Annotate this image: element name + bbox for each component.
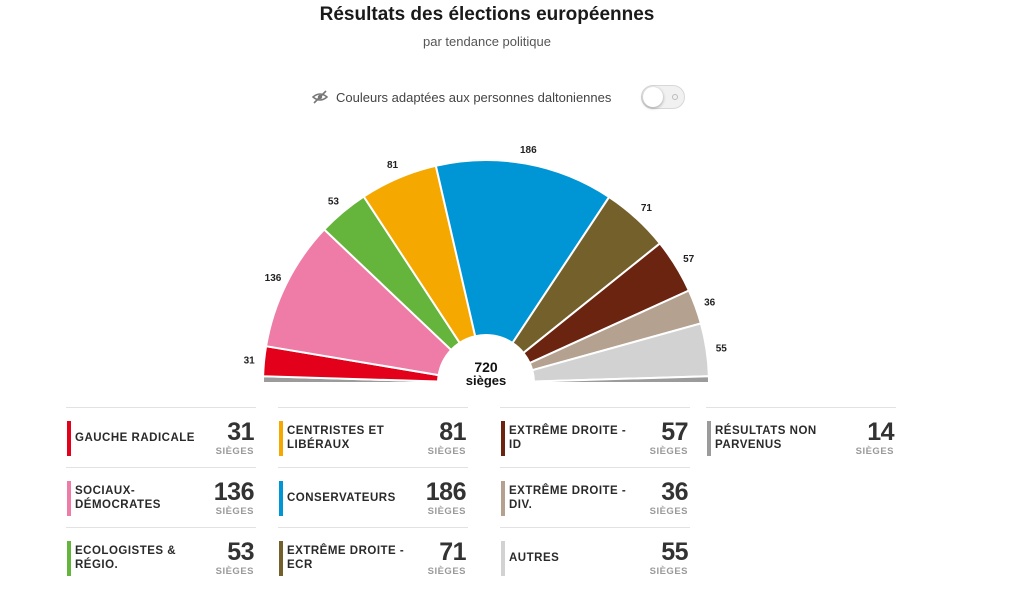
total-seats-unit: sièges: [465, 373, 507, 388]
legend-item-name: Gauche radicale: [75, 432, 195, 444]
slice-sociaux-democrates-2[interactable]: [264, 228, 453, 377]
eye-slash-icon: [311, 89, 329, 105]
legend-item-seats: 36: [661, 478, 688, 506]
legend-item-seats: 31: [227, 418, 254, 446]
slice-label-extreme-droite-div: 36: [704, 298, 716, 309]
legend-item-extreme-droite-id: Extrême droite - ID 57 sièges: [500, 407, 690, 467]
legend-item-seats: 55: [661, 538, 688, 566]
legend-item-seats: 186: [425, 478, 467, 506]
slice-label-conservateurs: 186: [520, 145, 537, 156]
legend-color-swatch: [279, 541, 283, 576]
hemicycle-chart: 31 136 53 81 186 71 57 36 55: [244, 145, 728, 384]
legend-item-gauche-radicale: Gauche radicale 31 sièges: [66, 407, 256, 467]
legend-item-seats: 81: [439, 418, 466, 446]
total-seats-value: 720: [474, 359, 498, 375]
slice-label-gauche-radicale: 31: [244, 356, 256, 367]
slice-label-extreme-droite-id: 57: [683, 254, 695, 265]
legend-color-swatch: [67, 421, 71, 456]
legend-item-unit: sièges: [427, 446, 466, 457]
legend-item-name: Résultats non parvenus: [715, 425, 817, 451]
legend-color-swatch: [501, 481, 505, 516]
legend-item-resultats-non-parvenus: Résultats non parvenus 14 sièges: [706, 407, 896, 467]
slice-label-sociaux-democrates: 136: [265, 273, 282, 284]
legend-item-name: Sociaux-démocrates: [75, 485, 161, 511]
legend-item-name: Ecologistes & régio.: [75, 545, 177, 571]
legend-item-extreme-droite-div: Extrême droite - div. 36 sièges: [500, 467, 690, 527]
legend-item-seats: 71: [439, 538, 466, 566]
legend-item-extreme-droite-ecr: Extrême droite - ECR 71 sièges: [278, 527, 468, 587]
page-title: Résultats des élections européennes: [319, 4, 655, 25]
legend-color-swatch: [67, 481, 71, 516]
legend-item-unit: sièges: [649, 446, 688, 457]
legend-item-autres: Autres 55 sièges: [500, 527, 690, 587]
legend-item-name: Centristes et libéraux: [287, 425, 385, 451]
legend-item-seats: 57: [661, 418, 688, 446]
legend-item-unit: sièges: [215, 446, 254, 457]
legend-item-unit: sièges: [649, 566, 688, 577]
legend-item-unit: sièges: [427, 566, 466, 577]
legend-item-name: Extrême droite - ID: [509, 425, 627, 451]
legend-item-seats: 136: [213, 478, 255, 506]
slice-resultats-non-parvenus-10[interactable]: [532, 375, 711, 384]
colorblind-option: Couleurs adaptées aux personnes daltonie…: [311, 84, 686, 110]
legend-item-seats: 14: [867, 418, 894, 446]
legend-item-name: Extrême droite - ECR: [287, 545, 405, 571]
slice-conservateurs-5[interactable]: [434, 159, 611, 345]
legend-item-centristes-et-liberaux: Centristes et libéraux 81 sièges: [278, 407, 468, 467]
legend-color-swatch: [501, 541, 505, 576]
toggle-off-indicator: [672, 94, 679, 100]
colorblind-toggle[interactable]: [641, 85, 686, 109]
legend-color-swatch: [279, 481, 283, 516]
legend-item-unit: sièges: [215, 566, 254, 577]
legend-color-swatch: [279, 421, 283, 456]
toggle-knob: [643, 87, 664, 107]
slice-label-extreme-droite-ecr: 71: [641, 203, 653, 214]
legend-item-unit: sièges: [215, 506, 254, 517]
legend-item-unit: sièges: [855, 446, 894, 457]
legend-item-ecologistes-regio: Ecologistes & régio. 53 sièges: [66, 527, 256, 587]
legend-item-sociaux-democrates: Sociaux-démocrates 136 sièges: [66, 467, 256, 527]
legend-item-seats: 53: [227, 538, 254, 566]
legend: Gauche radicale 31 sièges Sociaux-démocrate…: [66, 407, 916, 589]
legend-item-name: Autres: [509, 552, 560, 564]
legend-item-unit: sièges: [649, 506, 688, 517]
legend-color-swatch: [67, 541, 71, 576]
legend-item-name: Conservateurs: [287, 492, 396, 504]
legend-color-swatch: [501, 421, 505, 456]
colorblind-label: Couleurs adaptées aux personnes daltonie…: [336, 89, 612, 105]
legend-item-name: Extrême droite - div.: [509, 485, 627, 511]
slice-label-ecologistes-regio: 53: [328, 196, 340, 207]
legend-color-swatch: [707, 421, 711, 456]
slice-label-autres: 55: [716, 343, 728, 354]
legend-item-unit: sièges: [427, 506, 466, 517]
page-subtitle: par tendance politique: [423, 34, 551, 49]
total-seats: 720 sièges: [446, 359, 526, 388]
legend-item-conservateurs: Conservateurs 186 sièges: [278, 467, 468, 527]
slice-label-centristes-et-liberaux: 81: [387, 160, 399, 171]
